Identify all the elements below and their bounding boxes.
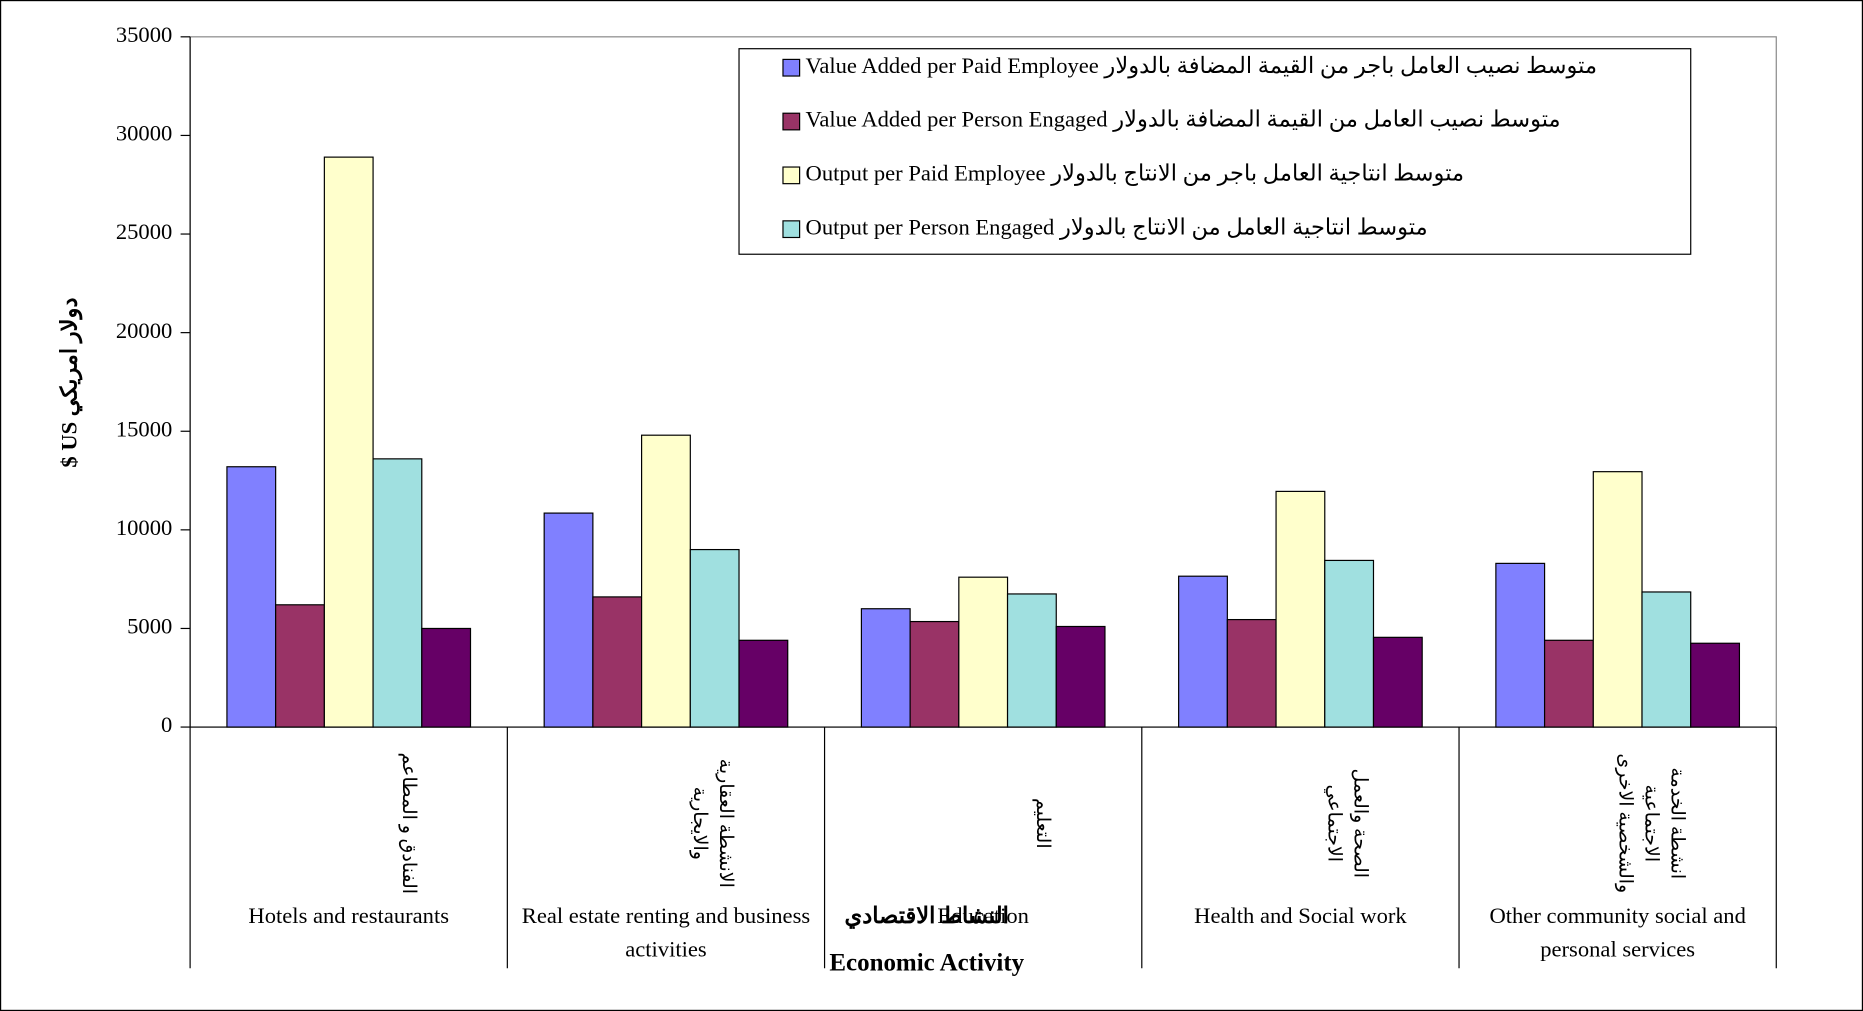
bar: [1324, 559, 1375, 728]
y-tick-label: 5000: [127, 614, 172, 639]
y-tick-label: 20000: [116, 318, 172, 343]
bar: [1592, 471, 1643, 728]
bar: [543, 512, 594, 728]
legend-box: [738, 48, 1692, 255]
x-axis-title-ar: النشاط الاقتصادي: [844, 904, 1009, 930]
bar: [689, 548, 740, 728]
legend-swatch: [782, 112, 801, 131]
bar: [372, 458, 423, 728]
y-tick-label: 0: [161, 712, 172, 737]
y-tick-label: 25000: [116, 219, 172, 244]
bar: [1006, 593, 1057, 728]
x-tick-label-ar: الصحة والعمل الاجتماعي: [1322, 768, 1370, 879]
x-tick-label-ar: التعليم: [1031, 797, 1053, 849]
bar: [226, 466, 277, 728]
y-tick-label: 10000: [116, 515, 172, 540]
bar: [738, 639, 789, 728]
y-tick-label: 30000: [116, 121, 172, 146]
x-tick-label: Other community social and personal serv…: [1489, 904, 1746, 963]
bar: [641, 434, 691, 728]
y-tick-label: 15000: [116, 416, 172, 441]
legend-swatch: [782, 58, 801, 77]
y-tick-label: 35000: [116, 22, 172, 47]
legend-label: Value Added per Person Engaged متوسط نصي…: [806, 107, 1561, 133]
bar: [421, 627, 472, 728]
bar: [1690, 642, 1741, 728]
x-axis-title: Economic Activity: [829, 948, 1025, 977]
bar: [909, 620, 960, 728]
bar: [1543, 639, 1594, 728]
x-tick-label: Health and Social work: [1194, 904, 1407, 930]
legend-label: Value Added per Paid Employee متوسط نصيب…: [806, 53, 1598, 79]
legend-swatch: [782, 166, 801, 185]
bar: [323, 156, 374, 728]
x-tick-label: Education: [937, 904, 1029, 930]
bar: [275, 604, 325, 728]
bar: [1275, 490, 1326, 728]
legend-swatch: [782, 220, 801, 239]
y-axis-title: $ US دولار امريكي: [56, 297, 83, 467]
bar: [958, 576, 1009, 728]
x-tick-label: Hotels and restaurants: [248, 904, 450, 930]
x-tick-label-ar: الانشطة العقارية والايجارية: [688, 758, 735, 888]
bar: [1372, 636, 1423, 728]
bar: [592, 596, 643, 728]
bar: [1226, 618, 1277, 728]
bar: [1641, 591, 1692, 728]
bar: [1055, 625, 1106, 728]
legend-label: Output per Person Engaged متوسط انتاجية …: [806, 214, 1428, 240]
bar: [1495, 562, 1546, 728]
x-tick-label-ar: الفنادق و المطاعم: [397, 752, 418, 895]
x-tick-label-ar: انشطة الخدمة الاجتماعية والشخصية الاخرى: [1614, 753, 1687, 894]
x-tick-label: Real estate renting and business activit…: [521, 904, 811, 963]
bar: [860, 608, 911, 728]
bar: [1178, 575, 1228, 728]
legend-label: Output per Paid Employee متوسط انتاجية ا…: [806, 161, 1465, 187]
